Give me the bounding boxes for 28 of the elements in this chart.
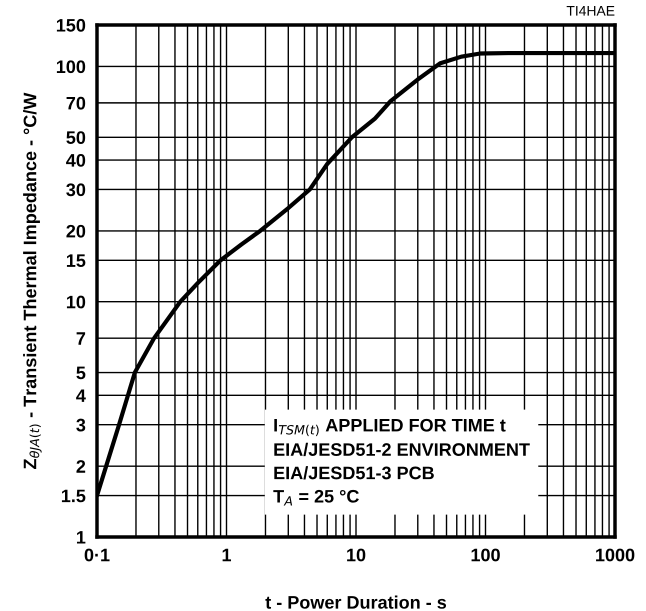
annotation: I$_{TSM(t)}$ APPLIED FOR TIME t <box>274 418 506 436</box>
y-tick-label: 15 <box>66 254 86 268</box>
annotation: EIA/JESD51-2 ENVIRONMENT <box>274 442 530 456</box>
text: TI4HAE <box>566 6 614 16</box>
y-tick-label: 100 <box>56 60 86 74</box>
y-tick-label: 3 <box>76 418 86 432</box>
x-tick-label: 1000 <box>596 548 634 562</box>
y-tick-label: 1.5 <box>62 490 86 502</box>
y-axis-title: Z$_{θJA(t)}$ - Transient Thermal Impedance - °C/W <box>23 92 42 469</box>
y-tick-label: 50 <box>66 131 86 144</box>
y-tick-label: 7 <box>76 332 86 345</box>
x-tick-label: 0·1 <box>84 548 110 562</box>
y-tick-label: 4 <box>76 389 86 402</box>
y-tick-label: 70 <box>66 96 86 110</box>
x-tick-label: 100 <box>472 548 500 562</box>
x-axis-title: t - Power Duration - s <box>265 596 446 609</box>
y-tick-label: 20 <box>66 224 86 238</box>
y-tick-label: 1 <box>76 531 86 544</box>
x-tick-label: 1 <box>222 548 232 562</box>
y-tick-label: 10 <box>66 296 86 308</box>
annotation: T$_{A}$ = 25 °C <box>273 490 359 506</box>
annotation: EIA/JESD51-3 PCB <box>274 466 434 480</box>
y-tick-label: 30 <box>66 183 86 196</box>
y-tick-label: 40 <box>66 154 86 167</box>
y-tick-label: 5 <box>76 366 86 380</box>
y-tick-label: 2 <box>76 460 86 473</box>
y-tick-label: 150 <box>56 18 86 32</box>
x-tick-label: 10 <box>347 548 366 562</box>
